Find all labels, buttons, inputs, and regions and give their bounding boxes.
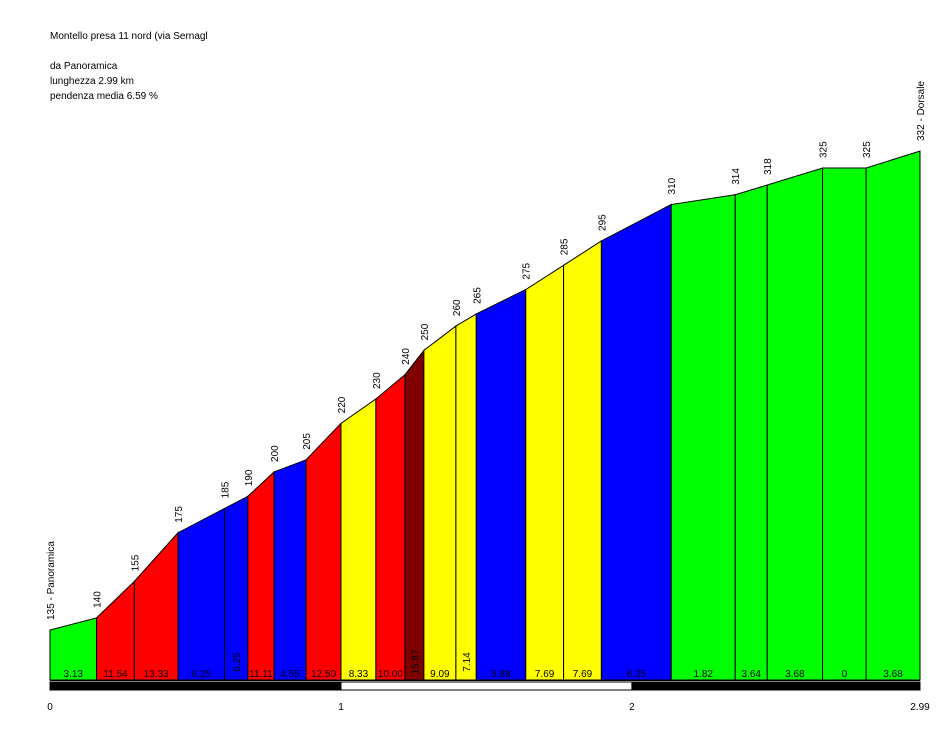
- segment-gradient-label: 10.00: [378, 669, 403, 680]
- profile-segment: [375, 373, 406, 681]
- gradient-label: pendenza media 6.59 %: [50, 91, 158, 102]
- profile-segment: [865, 150, 921, 681]
- profile-segment: [525, 264, 565, 681]
- length-label: lunghezza 2.99 km: [50, 76, 134, 87]
- elevation-label: 140: [93, 591, 104, 608]
- elevation-label: 185: [221, 481, 232, 498]
- segment-gradient-label: 3.68: [785, 669, 805, 680]
- elevation-label: 295: [597, 214, 608, 231]
- segment-gradient-label: 6.25: [192, 669, 212, 680]
- elevation-label: 325: [819, 141, 830, 158]
- segment-gradient-label: 5.88: [491, 669, 511, 680]
- profile-segment: [340, 398, 377, 681]
- segment-gradient-label: 11.11: [249, 669, 273, 680]
- elevation-label: 155: [130, 554, 141, 571]
- segment-gradient-label: 11.54: [103, 669, 128, 680]
- elevation-label: 318: [763, 158, 774, 175]
- profile-segment: [563, 240, 602, 681]
- segment-gradient-label: 3.64: [742, 669, 762, 680]
- elevation-label: 250: [420, 323, 431, 340]
- profile-segment: [822, 167, 867, 681]
- x-tick-label: 0: [47, 702, 53, 713]
- segment-gradient-label: 4.55: [280, 669, 300, 680]
- segment-gradient-label: 1.82: [693, 669, 713, 680]
- elevation-label: 200: [270, 445, 281, 462]
- elevation-label: 190: [244, 469, 255, 486]
- elevation-label: 220: [337, 396, 348, 413]
- segment-gradient-label: 7.69: [573, 669, 593, 680]
- segment-gradient-label: 3.68: [883, 669, 903, 680]
- x-tick-label: 1: [338, 702, 344, 713]
- profile-segment: [475, 288, 527, 681]
- segment-gradient-label: 9.09: [430, 669, 450, 680]
- profile-segment: [404, 348, 425, 681]
- profile-segment: [273, 459, 307, 681]
- elevation-label: 265: [472, 287, 483, 304]
- segment-gradient-label: 15.87: [410, 649, 421, 674]
- elevation-label: 285: [560, 238, 571, 255]
- segment-gradient-label: 12.50: [311, 669, 336, 680]
- profile-segment: [247, 470, 275, 681]
- elevation-label: 135 - Panoramica: [46, 541, 57, 620]
- km-scale-bar: [49, 681, 342, 691]
- chart-title: Montello presa 11 nord (via Sernagl: [50, 31, 208, 42]
- km-scale-bar: [631, 681, 921, 691]
- segment-gradient-label: 0: [842, 669, 848, 680]
- elevation-label: 332 - Dorsale: [916, 81, 927, 141]
- elevation-label: 205: [302, 433, 313, 450]
- x-tick-label: 2: [629, 702, 635, 713]
- profile-segment: [455, 313, 477, 681]
- elevation-label: 314: [731, 168, 742, 185]
- segment-gradient-label: 7.69: [535, 669, 555, 680]
- elevation-label: 310: [667, 177, 678, 194]
- profile-segment: [423, 325, 457, 681]
- profile-segment: [734, 184, 768, 681]
- elevation-label: 275: [522, 262, 533, 279]
- profile-segment: [305, 422, 342, 681]
- segment-gradient-label: 6.25: [627, 669, 647, 680]
- elevation-label: 260: [452, 299, 463, 316]
- km-scale-bar: [340, 681, 633, 691]
- profile-segment: [670, 194, 736, 681]
- segment-gradient-label: 7.14: [462, 652, 473, 672]
- segment-gradient-label: 13.33: [144, 669, 169, 680]
- start-label: da Panoramica: [50, 61, 118, 72]
- segment-gradient-label: 8.33: [349, 669, 369, 680]
- segment-gradient-label: 3.13: [64, 669, 84, 680]
- segment-gradient-label: 6.25: [232, 652, 243, 672]
- x-tick-label: 2.99: [910, 702, 930, 713]
- elevation-label: 175: [174, 506, 185, 523]
- elevation-label: 230: [372, 372, 383, 389]
- profile-segment: [177, 507, 226, 681]
- profile-segment: [600, 203, 672, 681]
- elevation-label: 325: [862, 141, 873, 158]
- profile-segment: [766, 167, 824, 681]
- elevation-label: 240: [401, 348, 412, 365]
